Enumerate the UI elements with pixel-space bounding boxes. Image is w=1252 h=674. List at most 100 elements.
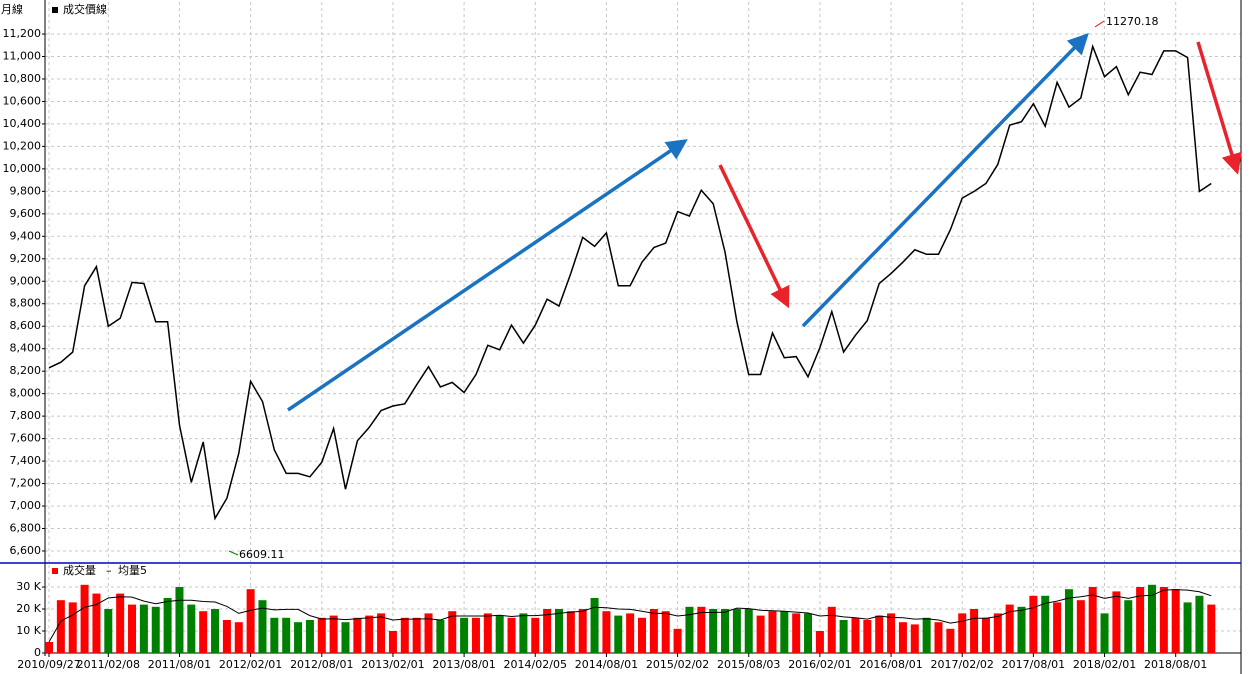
x-tick-label: 2016/08/01	[859, 658, 922, 671]
bar	[163, 598, 172, 653]
bar	[756, 615, 765, 653]
annotation-leader	[1094, 20, 1105, 28]
bar	[887, 613, 896, 653]
x-tick-label: 2010/09/27	[17, 658, 80, 671]
bar	[45, 642, 53, 653]
x-tick-label: 2018/08/01	[1144, 658, 1207, 671]
bar	[460, 617, 469, 653]
y-tick-label: 10 K	[16, 624, 41, 637]
x-tick-label: 2014/08/01	[575, 658, 638, 671]
bar	[495, 615, 504, 653]
bar	[175, 587, 184, 653]
grid-layer	[42, 2, 1241, 654]
legend-swatch	[52, 7, 58, 13]
y-tick-label: 8,200	[10, 364, 42, 377]
bar	[543, 609, 552, 653]
bar	[448, 611, 457, 653]
bar	[187, 604, 196, 653]
bar	[365, 615, 374, 653]
bar	[958, 613, 967, 653]
legend-label: 成交量	[63, 563, 96, 577]
x-tick-label: 2011/02/08	[77, 658, 140, 671]
bar	[1017, 606, 1026, 653]
bar	[1088, 587, 1097, 653]
bar	[981, 617, 990, 653]
y-tick-label: 10,400	[3, 117, 42, 130]
x-tick-label: 2011/08/01	[148, 658, 211, 671]
bar	[815, 631, 824, 653]
bar	[1112, 591, 1121, 653]
bar	[780, 611, 789, 653]
bar	[649, 609, 658, 653]
y-tick-label: 8,600	[10, 319, 42, 332]
y-tick-label: 7,400	[10, 454, 42, 467]
legend-separator: –	[106, 564, 112, 577]
bar	[128, 604, 137, 653]
bar	[827, 606, 836, 653]
y-tick-label: 8,400	[10, 342, 42, 355]
bar	[697, 606, 706, 653]
bar	[566, 611, 575, 653]
bar	[1195, 595, 1204, 653]
x-tick-label: 2012/02/01	[219, 658, 282, 671]
y-tick-label: 30 K	[16, 580, 41, 593]
legend-swatch	[52, 568, 58, 574]
y-tick-label: 9,400	[10, 229, 42, 242]
bar	[744, 609, 753, 653]
period-label: 月線	[1, 2, 23, 16]
bar	[519, 613, 528, 653]
bar	[732, 609, 741, 653]
x-tick-label: 2018/02/01	[1073, 658, 1136, 671]
x-tick-label: 2013/02/01	[361, 658, 424, 671]
y-tick-label: 6,800	[10, 521, 42, 534]
bar	[341, 622, 350, 653]
trend-arrow	[287, 139, 688, 412]
y-tick-label: 9,200	[10, 252, 42, 265]
bar	[1136, 587, 1145, 653]
y-tick-label: 20 K	[16, 602, 41, 615]
marks-layer	[45, 43, 1216, 653]
bar	[1041, 595, 1050, 653]
bar	[1159, 587, 1168, 653]
bar	[673, 628, 682, 653]
bar	[934, 622, 943, 653]
bar	[56, 600, 65, 653]
bar	[578, 609, 587, 653]
x-tick-label: 2012/08/01	[290, 658, 353, 671]
y-tick-label: 11,000	[3, 50, 42, 63]
bar	[400, 617, 409, 653]
bar	[211, 609, 220, 653]
bar	[614, 615, 623, 653]
annotation-leader	[228, 550, 239, 556]
x-tick-label: 2013/08/01	[432, 658, 495, 671]
legend-label: 均量5	[118, 564, 147, 577]
y-tick-label: 9,800	[10, 184, 42, 197]
bar	[116, 593, 125, 653]
y-tick-label: 7,600	[10, 432, 42, 445]
bar	[270, 617, 279, 653]
bar	[1207, 604, 1216, 653]
y-tick-label: 10,200	[3, 139, 42, 152]
y-tick-label: 0	[34, 646, 41, 659]
bar	[234, 622, 243, 653]
bar	[388, 631, 397, 653]
bar	[1183, 602, 1192, 653]
y-tick-label: 7,200	[10, 477, 42, 490]
bar	[709, 609, 718, 653]
trend-arrow	[1196, 41, 1243, 175]
y-tick-label: 8,000	[10, 387, 42, 400]
y-tick-label: 9,600	[10, 207, 42, 220]
x-tick-label: 2017/02/02	[931, 658, 994, 671]
bar	[436, 620, 445, 653]
bar	[1005, 604, 1014, 653]
bar	[139, 604, 148, 653]
annotation: 11270.18	[1106, 15, 1159, 28]
line-series	[48, 43, 1212, 521]
bar	[792, 613, 801, 653]
bar	[851, 617, 860, 653]
annotation: 6609.11	[239, 548, 285, 561]
bar	[1100, 613, 1109, 653]
legend-label: 成交價線	[63, 2, 107, 16]
